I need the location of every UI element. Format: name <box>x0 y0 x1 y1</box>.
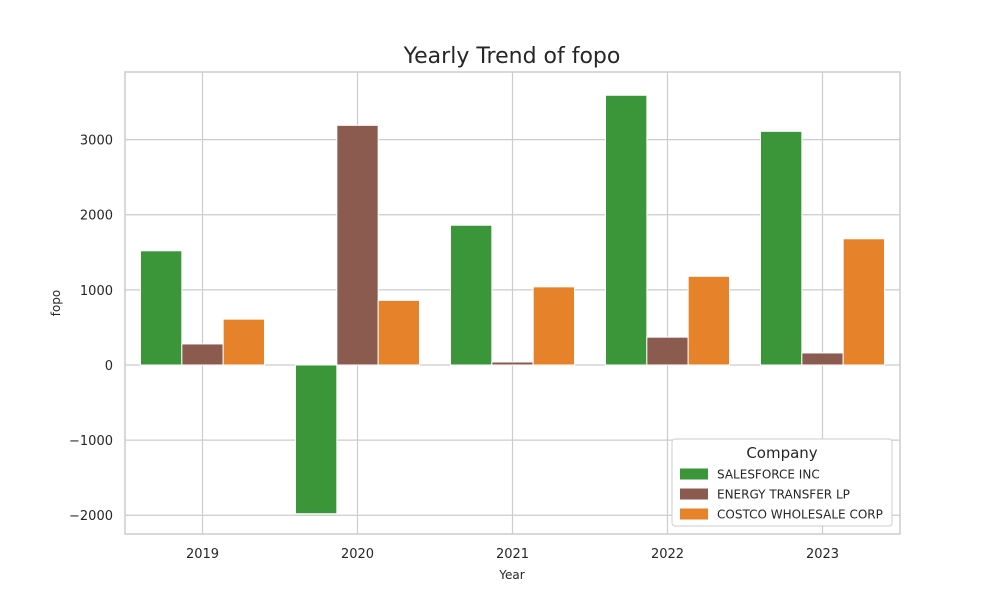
legend-swatch <box>680 508 708 520</box>
y-tick-label: 3000 <box>80 134 113 149</box>
plot-frame <box>124 71 901 535</box>
legend-box <box>671 438 893 527</box>
y-axis-label: fopo <box>49 290 63 317</box>
legend-items: SALESFORCE INC ENERGY TRANSFER LP COSTCO W… <box>680 468 883 522</box>
chart-title: Yearly Trend of fopo <box>403 44 621 69</box>
bar-costco-wholesale-corp-2023 <box>842 238 886 366</box>
bar-energy-transfer-lp-2019 <box>181 343 224 366</box>
bar-costco-wholesale-corp-2022 <box>687 275 731 366</box>
x-tick-label: 2020 <box>341 547 374 562</box>
legend-title: Company <box>746 444 817 462</box>
x-tick-label: 2023 <box>806 547 839 562</box>
legend-label: SALESFORCE INC <box>717 468 820 482</box>
legend-label: COSTCO WHOLESALE CORP <box>717 508 883 522</box>
bar-salesforce-inc-2021 <box>450 224 493 366</box>
bar-costco-wholesale-corp-2021 <box>532 286 576 366</box>
y-tick-label: 2000 <box>80 209 113 224</box>
bar-salesforce-inc-2022 <box>605 94 648 366</box>
bars-layer <box>140 94 886 515</box>
x-tick-labels: 2019 2020 2021 2022 2023 <box>186 547 839 562</box>
x-tick-label: 2019 <box>186 547 219 562</box>
legend-swatch <box>680 468 708 480</box>
y-tick-label: 0 <box>105 359 113 374</box>
bar-salesforce-inc-2019 <box>140 250 183 366</box>
x-tick-label: 2021 <box>496 547 529 562</box>
y-tick-label: −1000 <box>69 434 113 449</box>
bar-energy-transfer-lp-2021 <box>491 361 534 366</box>
y-tick-label: 1000 <box>80 284 113 299</box>
bar-costco-wholesale-corp-2020 <box>377 299 420 366</box>
y-tick-labels: −2000 −1000 0 1000 2000 3000 <box>69 134 113 525</box>
legend: Company SALESFORCE INC ENERGY TRANSFER LP… <box>671 438 893 527</box>
bar-salesforce-inc-2023 <box>760 130 803 366</box>
x-tick-label: 2022 <box>651 547 684 562</box>
legend-swatch <box>680 488 708 500</box>
bar-costco-wholesale-corp-2019 <box>222 318 266 366</box>
bar-energy-transfer-lp-2022 <box>646 336 689 366</box>
y-tick-label: −2000 <box>69 509 113 524</box>
legend-label: ENERGY TRANSFER LP <box>717 488 850 502</box>
bar-energy-transfer-lp-2023 <box>801 352 844 366</box>
x-axis-label: Year <box>498 568 524 582</box>
bar-salesforce-inc-2020 <box>295 364 338 515</box>
bar-energy-transfer-lp-2020 <box>336 124 379 366</box>
